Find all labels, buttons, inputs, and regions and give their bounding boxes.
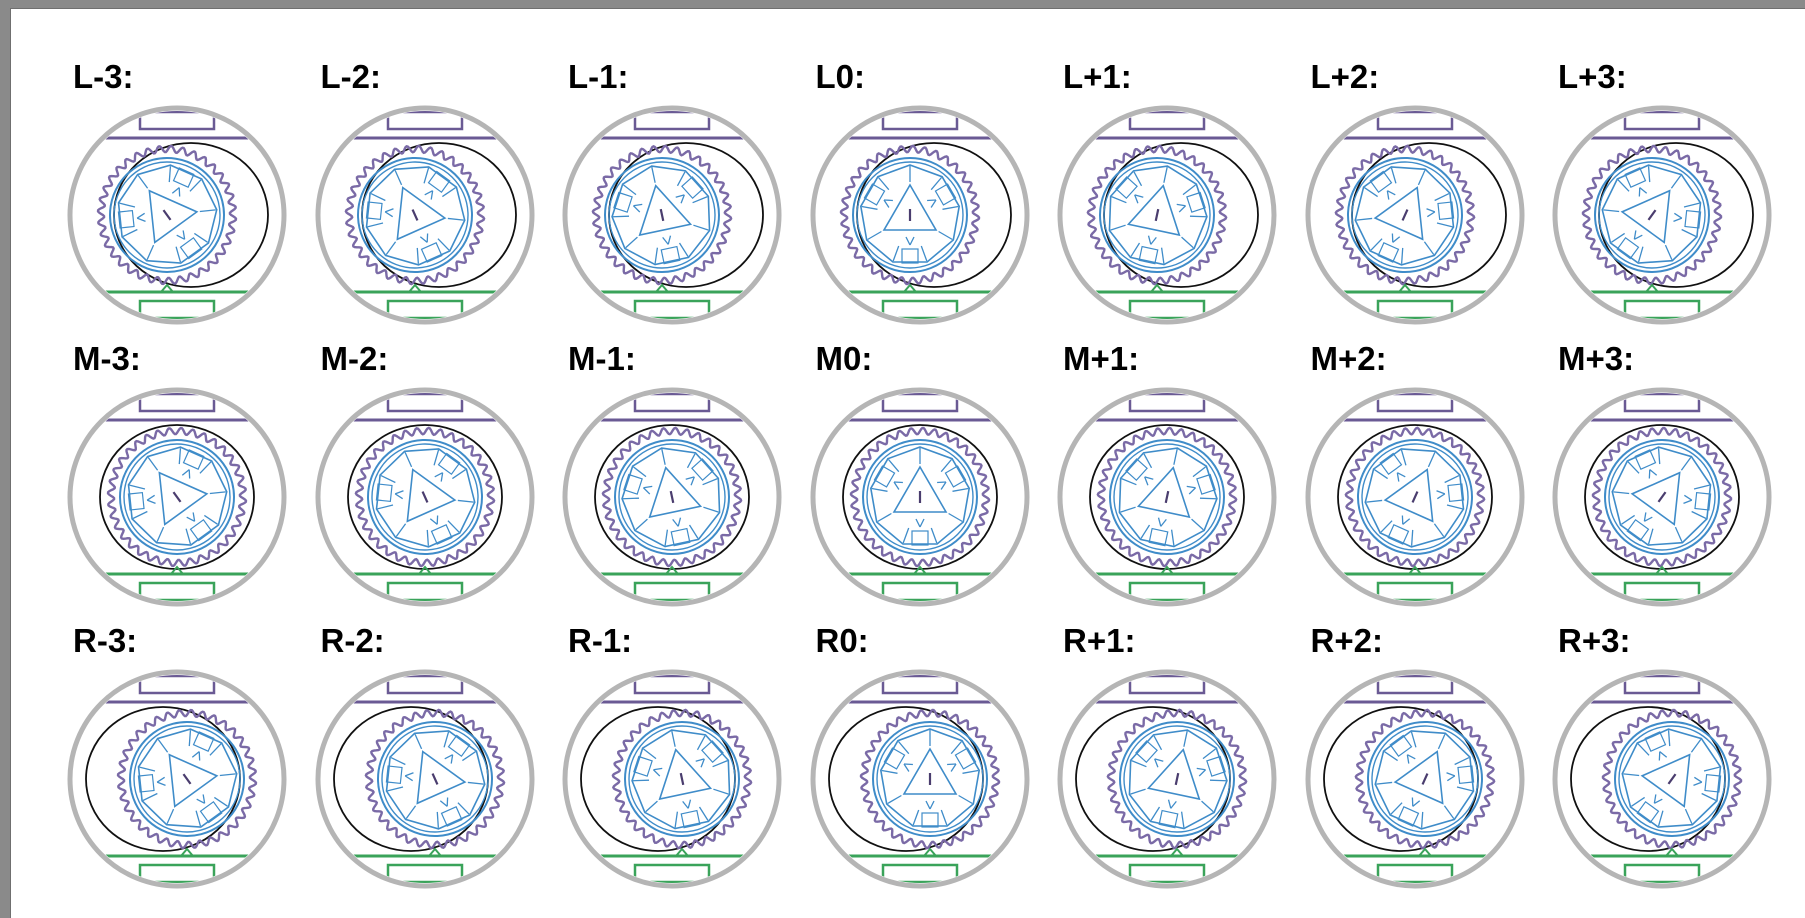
dial-cell: R-3: (63, 617, 311, 899)
dial-label: R+2: (1310, 622, 1383, 659)
gear-mechanism-icon (67, 105, 287, 325)
dial-label: M-2: (320, 340, 389, 377)
gear-mechanism-icon (315, 669, 534, 889)
dial-cell: M-2: (311, 335, 559, 617)
dial-label: M-1: (568, 340, 636, 377)
dial-label: R-3: (73, 622, 138, 659)
gear-mechanism-icon (562, 105, 782, 325)
gear-mechanism-icon (67, 387, 287, 607)
gear-mechanism-icon (1552, 105, 1772, 325)
dial-cell: R+3: (1548, 617, 1796, 899)
dial-label: M-3: (73, 340, 141, 377)
gear-mechanism-icon (1057, 669, 1277, 889)
dial-label: R0: (815, 622, 869, 659)
gear-mechanism-icon (810, 669, 1029, 889)
dial-cell: M-3: (63, 335, 311, 617)
dial-label: L+3: (1558, 58, 1627, 95)
dial-label: L-2: (320, 58, 382, 95)
dial-cell: L-1: (558, 53, 806, 335)
dial-label: L-3: (73, 58, 134, 95)
dial-label: L0: (815, 58, 866, 95)
dial-grid: L-3: L-2: L-1: L0: L+1: L+2: L+3: M-3: M-2: M-1: M… (63, 53, 1796, 899)
dial-cell: L-2: (311, 53, 559, 335)
gear-mechanism-icon (1057, 387, 1277, 607)
dial-label: M+1: (1063, 340, 1140, 377)
dial-label: M+3: (1558, 340, 1635, 377)
gear-mechanism-icon (1305, 387, 1524, 607)
dial-cell: R0: (806, 617, 1054, 899)
gear-mechanism-icon (1305, 669, 1524, 889)
gear-mechanism-icon (1552, 669, 1772, 889)
dial-label: R-2: (320, 622, 385, 659)
gear-mechanism-icon (67, 669, 287, 889)
dial-cell: M0: (806, 335, 1054, 617)
gear-mechanism-icon (315, 387, 534, 607)
dial-cell: L+3: (1548, 53, 1796, 335)
dial-cell: M+3: (1548, 335, 1796, 617)
dial-cell: L-3: (63, 53, 311, 335)
dial-cell: L+2: (1301, 53, 1549, 335)
gear-mechanism-icon (1305, 105, 1524, 325)
dial-cell: L0: (806, 53, 1054, 335)
gear-mechanism-icon (810, 387, 1029, 607)
dial-cell: R-2: (311, 617, 559, 899)
gear-mechanism-icon (810, 105, 1029, 325)
dial-label: R+1: (1063, 622, 1136, 659)
dial-cell: L+1: (1053, 53, 1301, 335)
gear-mechanism-icon (562, 387, 782, 607)
dial-cell: R+1: (1053, 617, 1301, 899)
dial-cell: R-1: (558, 617, 806, 899)
figure-panel: L-3: L-2: L-1: L0: L+1: L+2: L+3: M-3: M-2: M-1: M… (10, 8, 1805, 918)
dial-cell: M+2: (1301, 335, 1549, 617)
dial-label: L+1: (1063, 58, 1132, 95)
gear-mechanism-icon (315, 105, 534, 325)
dial-label: R-1: (568, 622, 633, 659)
dial-label: M0: (815, 340, 873, 377)
gear-mechanism-icon (1057, 105, 1277, 325)
dial-label: M+2: (1310, 340, 1387, 377)
dial-cell: M+1: (1053, 335, 1301, 617)
dial-label: L+2: (1310, 58, 1380, 95)
dial-cell: R+2: (1301, 617, 1549, 899)
gear-mechanism-icon (562, 669, 782, 889)
dial-label: R+3: (1558, 622, 1631, 659)
dial-label: L-1: (568, 58, 629, 95)
dial-cell: M-1: (558, 335, 806, 617)
gear-mechanism-icon (1552, 387, 1772, 607)
